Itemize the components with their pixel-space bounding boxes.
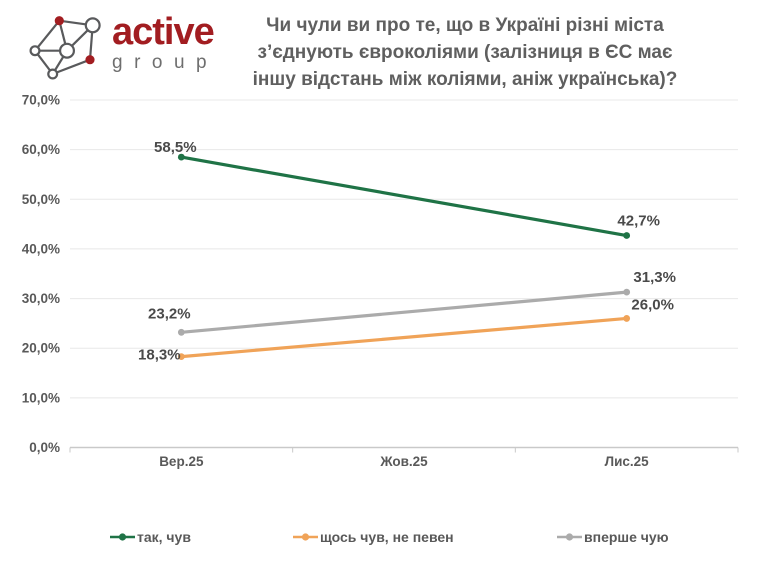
chart-title: Чи чули ви про те, що в Україні різні мі… — [252, 15, 678, 90]
y-axis-tick-label: 0,0% — [29, 440, 60, 455]
y-axis-tick-label: 40,0% — [22, 241, 60, 256]
y-axis-tick-label: 10,0% — [22, 390, 60, 405]
legend-label: вперше чую — [584, 529, 669, 545]
legend-item-shchos-chuv: щось чув, не певен — [293, 529, 454, 545]
legend-label: щось чув, не певен — [320, 529, 454, 545]
legend-item-tak-chuv: так, чув — [110, 529, 191, 545]
legend-line-marker-icon — [293, 533, 318, 541]
logo-group-text: group — [112, 52, 219, 73]
logo-brand-text: active — [112, 11, 215, 53]
data-point — [623, 232, 631, 239]
series-line — [179, 155, 629, 238]
x-axis-tick-label: Вер.25 — [159, 454, 204, 469]
y-axis-tick-label: 70,0% — [22, 93, 60, 108]
data-point-label: 18,3% — [138, 347, 181, 364]
series-line — [179, 316, 629, 359]
y-axis-tick-label: 20,0% — [22, 341, 60, 356]
data-point-label: 26,0% — [631, 296, 674, 313]
data-point — [177, 353, 185, 361]
x-axis-tick-label: Лис.25 — [605, 454, 650, 469]
legend-line-marker-icon — [110, 533, 135, 541]
data-point-label: 31,3% — [633, 269, 676, 286]
y-axis-tick-label: 50,0% — [22, 192, 60, 207]
y-axis-tick-label: 60,0% — [22, 142, 60, 157]
logo-wordmark: active group — [112, 12, 242, 73]
line-chart: 0,0% 10,0% 20,0% 30,0% 40,0% 50,0% 60,0% 70,0% В… — [22, 93, 739, 469]
legend-item-vpershe-chuyu: вперше чую — [557, 529, 669, 545]
data-point — [623, 315, 631, 322]
data-point — [177, 153, 185, 161]
x-axis-tick-label: Жов.25 — [379, 454, 428, 469]
legend-line-marker-icon — [557, 533, 582, 541]
series-line — [179, 290, 629, 334]
logo-network-icon — [29, 16, 101, 80]
data-point-label: 42,7% — [617, 213, 660, 230]
y-axis-tick-label: 30,0% — [22, 291, 60, 306]
data-point — [623, 288, 631, 296]
chart-legend: так, чув щось чув, не певен вперше чую — [0, 529, 780, 547]
legend-label: так, чув — [137, 529, 191, 545]
data-point-label: 23,2% — [148, 305, 191, 322]
data-point-label: 58,5% — [154, 139, 197, 156]
data-point — [177, 328, 185, 336]
